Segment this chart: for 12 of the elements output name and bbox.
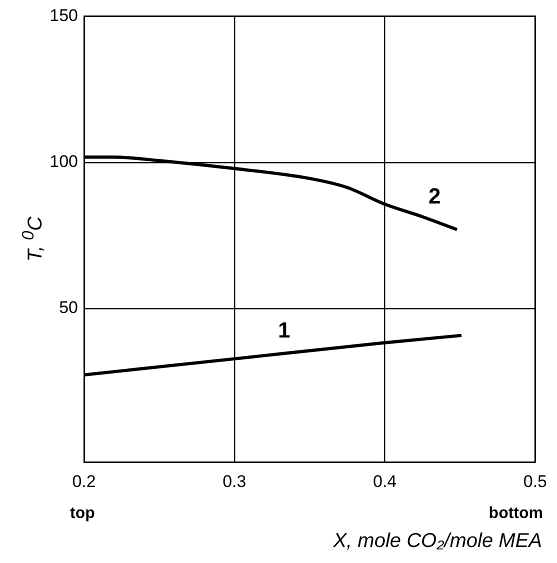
x-tick-label: 0.2	[72, 472, 96, 491]
x-tick-label: 0.4	[372, 472, 397, 491]
text: top	[70, 505, 95, 523]
series-label: 1	[278, 318, 290, 343]
y-tick-label: 100	[50, 152, 78, 172]
x-axis-title: X, mole CO₂/mole MEA	[333, 530, 542, 553]
x-tick-label: 0.5	[523, 472, 548, 491]
y-tick-label: 50	[59, 298, 78, 318]
x-tick-label: 0.3	[222, 472, 246, 491]
text: bottom	[488, 505, 543, 523]
y-tick-label: 150	[50, 6, 78, 25]
series-label: 2	[428, 183, 441, 208]
